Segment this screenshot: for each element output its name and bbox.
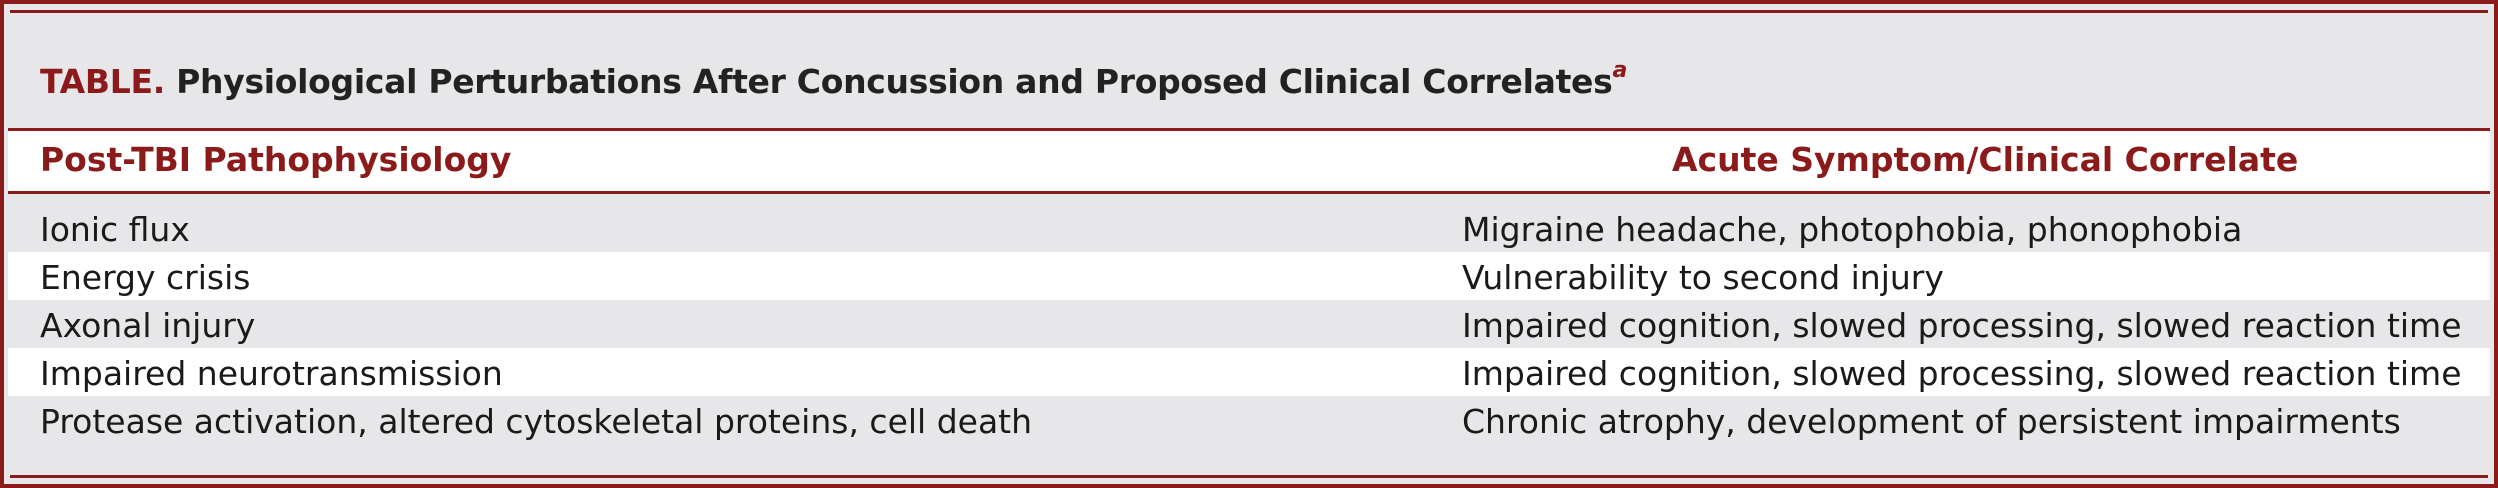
row-clinical-correlate: Impaired cognition, slowed processing, s…	[1462, 354, 2462, 393]
row-pathophysiology: Protease activation, altered cytoskeleta…	[40, 402, 1033, 441]
column-header-pathophysiology: Post-TBI Pathophysiology	[40, 140, 512, 179]
row-pathophysiology: Impaired neurotransmission	[40, 354, 503, 393]
header-band	[8, 128, 2490, 194]
column-header-clinical-correlate: Acute Symptom/Clinical Correlate	[1672, 140, 2299, 179]
table-row: Axonal injury Impaired cognition, slowed…	[8, 300, 2490, 348]
row-clinical-correlate: Chronic atrophy, development of persiste…	[1462, 402, 2401, 441]
table-row: Energy crisis Vulnerability to second in…	[8, 252, 2490, 300]
row-pathophysiology: Ionic flux	[40, 210, 190, 249]
table-row: Protease activation, altered cytoskeleta…	[8, 396, 2490, 444]
table-row: Ionic flux Migraine headache, photophobi…	[8, 204, 2490, 252]
table-title-text: Physiological Perturbations After Concus…	[176, 62, 1613, 101]
row-clinical-correlate: Impaired cognition, slowed processing, s…	[1462, 306, 2462, 345]
row-pathophysiology: Axonal injury	[40, 306, 256, 345]
bottom-rule	[10, 475, 2488, 478]
row-clinical-correlate: Migraine headache, photophobia, phonopho…	[1462, 210, 2243, 249]
table-label: TABLE.	[40, 62, 165, 101]
footnote-marker: a	[1612, 58, 1628, 83]
table-row: Impaired neurotransmission Impaired cogn…	[8, 348, 2490, 396]
row-pathophysiology: Energy crisis	[40, 258, 251, 297]
table-title: TABLE. Physiological Perturbations After…	[40, 58, 1627, 101]
row-clinical-correlate: Vulnerability to second injury	[1462, 258, 1944, 297]
top-rule	[10, 10, 2488, 13]
